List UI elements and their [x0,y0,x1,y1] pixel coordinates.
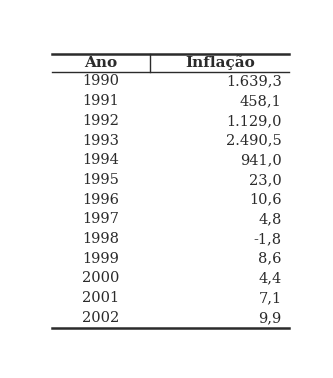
Text: 4,8: 4,8 [258,212,282,226]
Text: 1999: 1999 [83,252,120,266]
Text: 1.639,3: 1.639,3 [226,74,282,88]
Text: 1992: 1992 [83,114,120,128]
Text: 1994: 1994 [83,153,120,167]
Text: 1996: 1996 [83,193,120,207]
Text: 2002: 2002 [82,311,120,325]
Text: 458,1: 458,1 [240,94,282,108]
Text: 4,4: 4,4 [258,271,282,285]
Text: 7,1: 7,1 [258,291,282,305]
Text: 1997: 1997 [83,212,120,226]
Text: Inflação: Inflação [185,55,254,70]
Text: 9,9: 9,9 [258,311,282,325]
Text: 8,6: 8,6 [258,252,282,266]
Text: 23,0: 23,0 [249,173,282,187]
Text: 1998: 1998 [83,232,120,246]
Text: Ano: Ano [85,56,118,70]
Text: 1995: 1995 [83,173,120,187]
Text: 2.490,5: 2.490,5 [226,133,282,147]
Text: 1.129,0: 1.129,0 [226,114,282,128]
Text: 941,0: 941,0 [240,153,282,167]
Text: 2001: 2001 [83,291,120,305]
Text: 1991: 1991 [83,94,119,108]
Text: 10,6: 10,6 [249,193,282,207]
Text: 1990: 1990 [83,74,120,88]
Text: 2000: 2000 [82,271,120,285]
Text: 1993: 1993 [83,133,120,147]
Text: -1,8: -1,8 [253,232,282,246]
